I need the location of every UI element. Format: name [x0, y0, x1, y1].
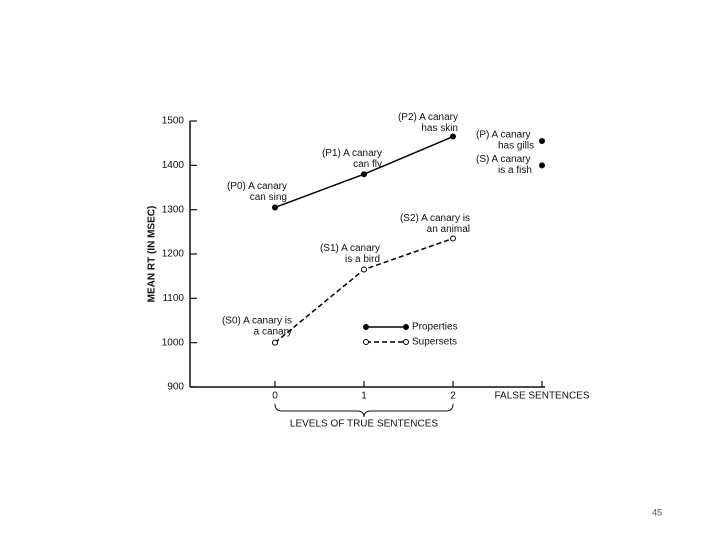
x-tick-label: FALSE SENTENCES — [494, 391, 589, 402]
y-tick-label: 900 — [167, 382, 184, 393]
point-label: (P0) A canary — [227, 181, 287, 192]
point-label: (S0) A canary is — [222, 315, 292, 326]
point-label: (S2) A canary is — [400, 213, 470, 224]
legend-label: Supersets — [412, 337, 457, 348]
point-label: (P2) A canary — [398, 112, 458, 123]
y-tick-label: 1300 — [162, 204, 185, 215]
legend-label: Properties — [412, 322, 458, 333]
x-tick-label: 1 — [361, 391, 367, 402]
false-label: (S) A canary — [476, 154, 530, 165]
point-label: an animal — [427, 224, 470, 235]
data-point — [361, 171, 367, 178]
point-label: (S1) A canary — [320, 243, 380, 254]
page-number: 45 — [652, 507, 662, 517]
legend-marker — [363, 324, 369, 330]
x-tick-label: 2 — [450, 391, 456, 402]
false-point — [539, 137, 545, 144]
legend-marker — [403, 324, 409, 330]
brace — [274, 403, 454, 418]
y-axis-label: MEAN RT (IN MSEC) — [147, 206, 158, 303]
data-point — [272, 339, 278, 346]
x-group-label: LEVELS OF TRUE SENTENCES — [290, 419, 439, 430]
data-point — [272, 204, 278, 211]
false-label: has gills — [498, 141, 534, 152]
data-point — [450, 235, 456, 242]
point-label: can fly — [353, 159, 382, 170]
y-tick-label: 1000 — [162, 337, 185, 348]
x-tick-label: 0 — [272, 391, 278, 402]
point-label: is a bird — [345, 254, 380, 265]
y-tick-label: 1400 — [162, 160, 185, 171]
data-point — [361, 266, 367, 273]
y-tick-label: 1100 — [162, 293, 184, 304]
false-point — [539, 162, 545, 169]
legend-marker — [403, 339, 409, 345]
false-label: is a fish — [498, 165, 532, 176]
data-point — [450, 133, 456, 140]
point-label: has skin — [421, 123, 458, 134]
legend-marker — [363, 339, 369, 345]
point-label: can sing — [250, 192, 287, 203]
y-tick-label: 1500 — [162, 116, 185, 127]
y-tick-label: 1200 — [162, 249, 185, 260]
false-label: (P) A canary — [476, 130, 530, 141]
point-label: (P1) A canary — [322, 148, 382, 159]
point-label: a canary — [254, 326, 292, 337]
